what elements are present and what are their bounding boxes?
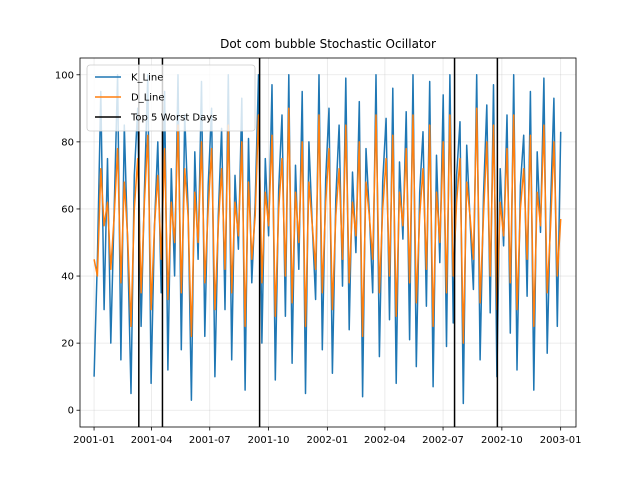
x-tick-label: 2002-07 bbox=[422, 435, 464, 446]
x-tick-label: 2001-10 bbox=[248, 435, 290, 446]
x-tick-label: 2002-04 bbox=[364, 435, 406, 446]
legend-label: D_Line bbox=[131, 93, 165, 104]
x-tick-label: 2001-04 bbox=[131, 435, 173, 446]
x-axis: 2001-01 2001-04 2001-07 2001-10 2002-01 2002-… bbox=[73, 427, 582, 446]
x-tick-label: 2002-10 bbox=[481, 435, 523, 446]
x-tick-label: 2001-07 bbox=[189, 435, 231, 446]
chart-title: Dot com bubble Stochastic Ocillator bbox=[220, 37, 436, 51]
y-tick-label: 20 bbox=[61, 339, 74, 350]
y-tick-label: 0 bbox=[68, 406, 74, 417]
legend-label: K_Line bbox=[131, 73, 163, 84]
y-tick-label: 40 bbox=[61, 272, 74, 283]
legend: K_Line D_Line Top 5 Worst Days bbox=[86, 64, 256, 132]
y-tick-label: 80 bbox=[61, 137, 74, 148]
axes-frame bbox=[79, 57, 577, 428]
legend-box bbox=[86, 64, 256, 132]
legend-label: Top 5 Worst Days bbox=[130, 113, 217, 124]
x-tick-label: 2001-01 bbox=[73, 435, 115, 446]
y-tick-label: 100 bbox=[55, 70, 74, 81]
y-axis: 0 20 40 60 80 100 bbox=[55, 70, 80, 417]
d-line-series bbox=[93, 107, 562, 344]
x-tick-label: 2003-01 bbox=[540, 435, 582, 446]
y-tick-label: 60 bbox=[61, 204, 74, 215]
x-tick-label: 2002-01 bbox=[306, 435, 348, 446]
